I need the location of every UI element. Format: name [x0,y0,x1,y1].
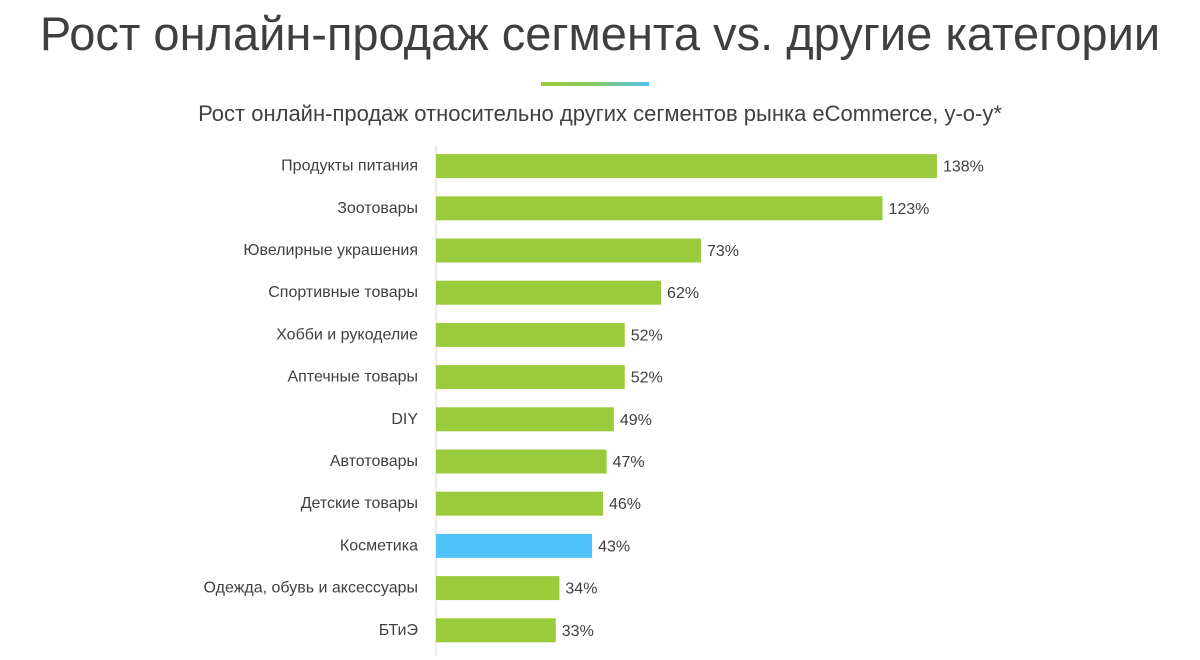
chart-title: Рост онлайн-продаж относительно других с… [198,101,1002,126]
category-label: Косметика [340,537,418,554]
category-label: DIY [391,411,418,428]
category-label: Одежда, обувь и аксессуары [204,580,418,597]
value-label: 46% [609,496,641,513]
bar [436,576,560,601]
value-label: 43% [598,538,630,555]
bar [436,238,701,263]
category-label: Зоотовары [337,200,418,217]
value-label: 49% [620,412,652,429]
value-label: 34% [565,581,597,598]
value-label: 73% [707,243,739,260]
category-label: Спортивные товары [268,284,418,301]
bar [436,322,625,347]
bar [436,618,556,643]
bar [436,280,662,305]
value-label: 62% [667,285,699,302]
category-label: Хобби и рукоделие [276,326,418,343]
bar-highlighted [436,533,593,558]
value-label: 138% [943,159,984,176]
value-label: 47% [613,454,645,471]
slide-title: Рост онлайн-продаж сегмента vs. другие к… [39,7,1161,60]
category-label: БТиЭ [379,622,418,639]
bar [436,491,603,516]
bar [436,449,607,474]
title-accent-bar [541,82,649,86]
category-label: Детские товары [301,495,418,512]
bar [436,154,937,179]
value-label: 52% [631,370,663,387]
category-label: Аптечные товары [287,369,418,386]
bar [436,365,625,390]
category-label: Продукты питания [281,158,418,175]
value-label: 52% [631,327,663,344]
value-label: 123% [888,201,929,218]
value-label: 33% [562,623,594,640]
bar [436,407,614,432]
category-label: Автотовары [330,453,418,470]
category-label: Ювелирные украшения [243,242,418,259]
bar [436,196,883,221]
